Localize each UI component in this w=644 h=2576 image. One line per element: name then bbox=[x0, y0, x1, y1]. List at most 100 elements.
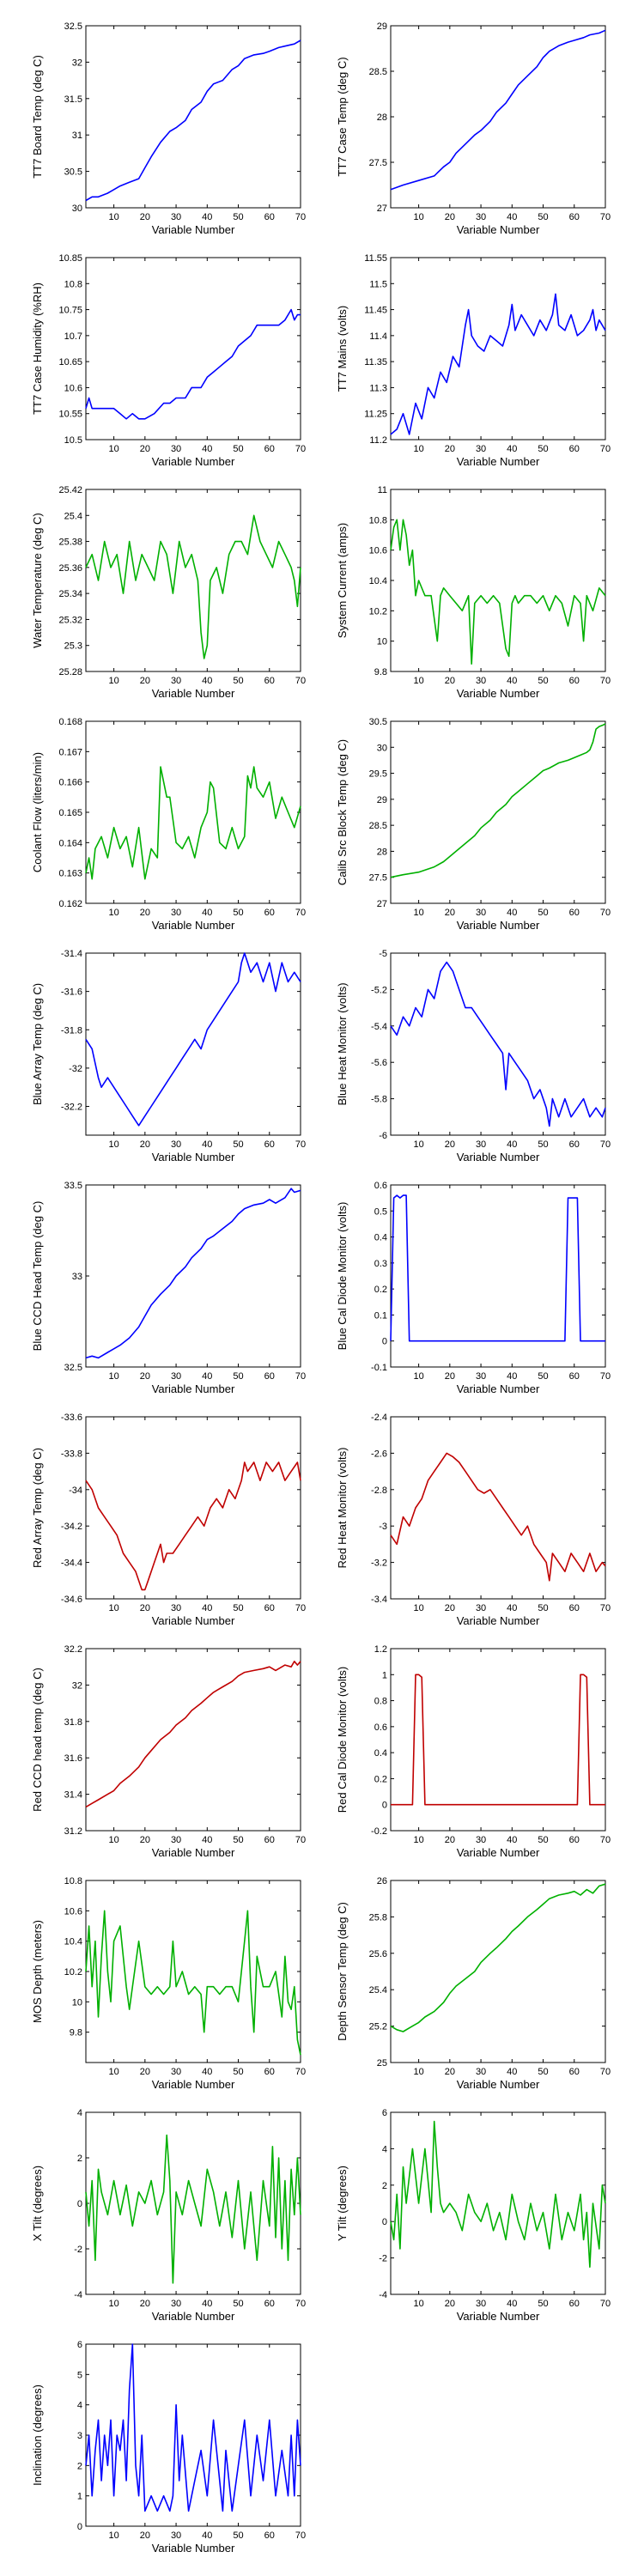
y-tick-label: 27.5 bbox=[369, 158, 387, 168]
x-tick-label: 60 bbox=[569, 1371, 580, 1382]
y-tick-label: 30.5 bbox=[369, 717, 387, 727]
x-tick-label: 10 bbox=[108, 212, 118, 222]
plot-area bbox=[85, 25, 301, 209]
y-tick-label: -3 bbox=[379, 1522, 387, 1532]
x-tick-label: 10 bbox=[413, 1603, 423, 1613]
x-tick-label: 10 bbox=[413, 2299, 423, 2309]
x-tick-label: 20 bbox=[445, 1835, 455, 1845]
x-tick-label: 10 bbox=[413, 212, 423, 222]
x-tick-label: 20 bbox=[445, 2299, 455, 2309]
series-line bbox=[85, 766, 301, 880]
plot-area bbox=[390, 952, 606, 1136]
plot-area bbox=[390, 25, 606, 209]
x-tick-label: 70 bbox=[600, 444, 611, 454]
series-line bbox=[390, 961, 606, 1127]
chart-panel-18: 10 20 30 40 50 60 70 25 25.2 25.4 25.6 25.8 26 Variab… bbox=[336, 1876, 611, 2091]
x-axis-label: Variable Number bbox=[457, 1151, 540, 1163]
y-tick-label: 31.5 bbox=[64, 94, 82, 105]
x-tick-label: 70 bbox=[295, 1835, 306, 1845]
x-tick-label: 50 bbox=[538, 908, 548, 918]
y-tick-label: 30 bbox=[72, 204, 82, 214]
x-axis-label: Variable Number bbox=[152, 2542, 235, 2555]
y-tick-label: 10.65 bbox=[58, 357, 82, 368]
x-tick-label: 40 bbox=[507, 2299, 517, 2309]
x-tick-label: 70 bbox=[295, 2530, 306, 2541]
x-tick-label: 30 bbox=[476, 2067, 486, 2077]
x-tick-label: 30 bbox=[171, 908, 181, 918]
y-tick-label: 25.2 bbox=[369, 2022, 387, 2032]
x-tick-label: 20 bbox=[445, 908, 455, 918]
x-tick-label: 40 bbox=[202, 2530, 212, 2541]
series-line bbox=[390, 1194, 605, 1342]
plot-area bbox=[85, 1416, 301, 1600]
x-tick-label: 20 bbox=[140, 2067, 150, 2077]
x-tick-label: 30 bbox=[171, 212, 181, 222]
x-tick-label: 60 bbox=[264, 2299, 275, 2309]
y-tick-label: 30.5 bbox=[64, 167, 82, 178]
series-line bbox=[85, 1910, 301, 2056]
x-tick-label: 50 bbox=[233, 1603, 243, 1613]
series-line bbox=[390, 723, 606, 878]
x-tick-label: 20 bbox=[140, 1371, 150, 1382]
x-tick-label: 50 bbox=[538, 2299, 548, 2309]
y-tick-label: 0.6 bbox=[374, 1722, 387, 1733]
x-tick-label: 60 bbox=[264, 908, 275, 918]
x-tick-label: 60 bbox=[264, 1603, 275, 1613]
x-tick-label: 10 bbox=[108, 2530, 118, 2541]
x-tick-label: 10 bbox=[108, 676, 118, 686]
x-tick-label: 70 bbox=[295, 1371, 306, 1382]
plot-area bbox=[85, 2111, 301, 2295]
x-tick-label: 50 bbox=[538, 444, 548, 454]
x-tick-label: 10 bbox=[108, 2299, 118, 2309]
x-axis-label: Variable Number bbox=[152, 2078, 235, 2091]
x-tick-label: 20 bbox=[445, 212, 455, 222]
y-tick-label: 25.42 bbox=[58, 485, 82, 495]
chart-panel-21: 10 20 30 40 50 60 70 0 1 2 3 4 5 6 Variable Number Incl… bbox=[31, 2340, 306, 2555]
y-tick-label: 25.8 bbox=[369, 1912, 387, 1923]
x-tick-label: 20 bbox=[445, 1139, 455, 1150]
y-axis-label: Y Tilt (degrees) bbox=[336, 2166, 349, 2241]
chart-panel-14: 10 20 30 40 50 60 70 -3.4 -3.2 -3 -2.8 -2.6 -2.4 Vari… bbox=[336, 1413, 611, 1627]
x-tick-label: 60 bbox=[569, 2299, 580, 2309]
y-tick-label: -2.6 bbox=[371, 1449, 387, 1459]
y-tick-label: 25.36 bbox=[58, 563, 82, 574]
y-tick-label: 31.2 bbox=[64, 1826, 82, 1837]
y-tick-label: 2 bbox=[77, 2461, 82, 2471]
y-tick-label: 4 bbox=[77, 2401, 82, 2411]
y-tick-label: 2 bbox=[77, 2154, 82, 2164]
y-tick-label: 11 bbox=[378, 485, 387, 495]
y-tick-label: -34.6 bbox=[61, 1595, 82, 1605]
y-axis-label: Blue Cal Diode Monitor (volts) bbox=[336, 1202, 349, 1351]
x-tick-label: 50 bbox=[233, 444, 243, 454]
x-tick-label: 20 bbox=[140, 676, 150, 686]
x-tick-label: 30 bbox=[171, 1603, 181, 1613]
y-tick-label: 27 bbox=[377, 899, 387, 909]
y-tick-label: 28 bbox=[377, 847, 387, 857]
x-tick-label: 10 bbox=[413, 1835, 423, 1845]
y-tick-label: -32 bbox=[69, 1064, 82, 1074]
y-tick-label: 0.3 bbox=[374, 1259, 387, 1269]
x-tick-label: 30 bbox=[171, 2299, 181, 2309]
x-tick-label: 10 bbox=[413, 1371, 423, 1382]
x-tick-label: 50 bbox=[538, 1603, 548, 1613]
y-tick-label: 0.167 bbox=[58, 747, 82, 757]
chart-panel-17: 10 20 30 40 50 60 70 9.8 10 10.2 10.4 10.6 10.8 Varia… bbox=[31, 1876, 306, 2091]
x-tick-label: 40 bbox=[507, 212, 517, 222]
x-tick-label: 50 bbox=[538, 2067, 548, 2077]
y-axis-label: Red CCD head temp (deg C) bbox=[31, 1668, 44, 1812]
x-tick-label: 50 bbox=[538, 1835, 548, 1845]
y-tick-label: 0.168 bbox=[58, 717, 82, 727]
x-tick-label: 70 bbox=[295, 1603, 306, 1613]
x-tick-label: 30 bbox=[171, 1371, 181, 1382]
y-tick-label: 0 bbox=[77, 2199, 82, 2209]
y-tick-label: 31 bbox=[72, 131, 82, 141]
x-tick-label: 20 bbox=[445, 2067, 455, 2077]
x-axis-label: Variable Number bbox=[152, 223, 235, 236]
x-tick-label: 30 bbox=[171, 676, 181, 686]
y-tick-label: -2 bbox=[379, 2254, 387, 2264]
y-tick-label: 4 bbox=[382, 2144, 387, 2154]
y-tick-label: 32.2 bbox=[64, 1644, 82, 1655]
y-tick-label: 11.45 bbox=[364, 306, 387, 316]
x-tick-label: 50 bbox=[538, 1139, 548, 1150]
y-tick-label: 29 bbox=[377, 795, 387, 805]
